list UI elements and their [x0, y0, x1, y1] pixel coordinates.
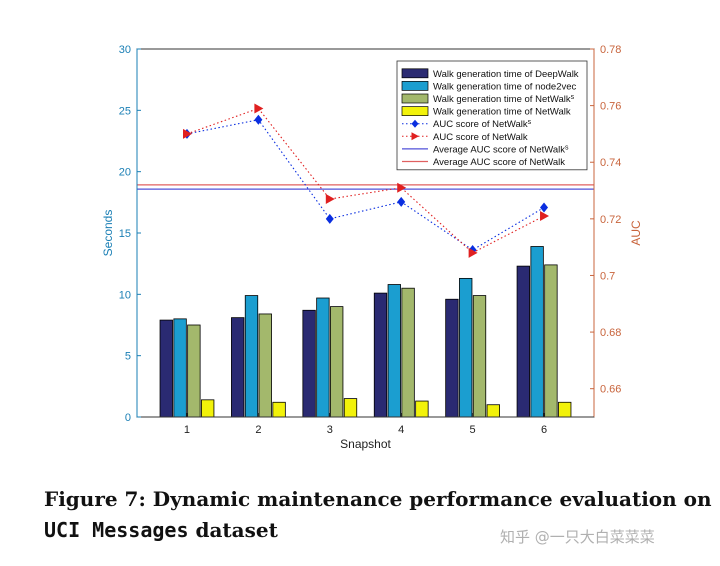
legend-label: AUC score of NetWalk: [433, 132, 528, 143]
auc-point: [254, 114, 263, 125]
bar: [231, 317, 245, 418]
y-tick-label: 0: [125, 412, 131, 424]
auc-point: [397, 196, 406, 207]
chart: 0510152025300.660.680.70.720.740.760.781…: [101, 44, 643, 451]
auc-point: [468, 247, 478, 258]
y-tick-label: 5: [125, 351, 131, 363]
y-tick-label: 30: [119, 44, 131, 56]
bar: [544, 264, 558, 418]
x-tick-label: 1: [184, 424, 190, 436]
y-tick-label: 20: [119, 167, 131, 179]
bar: [173, 318, 187, 418]
auc-line: [186, 107, 545, 254]
auc-point: [182, 128, 192, 139]
x-tick-label: 5: [470, 424, 476, 436]
y-tick-label: 25: [119, 105, 131, 117]
y2-tick-label: 0.7: [600, 270, 615, 282]
legend-label: AUC score of NetWalks: [433, 119, 532, 131]
bar: [472, 295, 487, 418]
bar: [244, 295, 259, 418]
legend-box: [396, 60, 588, 171]
x-tick-label: 2: [255, 424, 261, 436]
bar: [415, 400, 429, 418]
auc-point: [254, 103, 264, 114]
bar: [187, 324, 201, 418]
legend-label: Walk generation time of NetWalk: [433, 107, 571, 118]
y2-tick-label: 0.68: [600, 327, 621, 339]
legend-label: Average AUC score of NetWalks: [433, 144, 569, 156]
auc-point: [397, 182, 407, 193]
y2-tick-label: 0.78: [600, 44, 621, 56]
bar: [159, 319, 173, 418]
bar: [302, 309, 316, 418]
bar: [516, 265, 530, 418]
legend-swatch: [401, 81, 429, 91]
average-lines: [137, 184, 594, 190]
watermark: 知乎 @一只大白菜菜菜: [500, 528, 655, 546]
figure-caption: Figure 7: Dynamic maintenance performanc…: [44, 484, 714, 546]
auc-lines: [182, 103, 550, 258]
x-axis-label: Snapshot: [340, 437, 391, 451]
caption-dataset: UCI Messages: [44, 518, 189, 542]
caption-suffix: dataset: [188, 518, 278, 542]
legend-swatch: [401, 106, 429, 116]
y-axis-label: Seconds: [101, 210, 115, 257]
x-tick-label: 6: [541, 424, 547, 436]
legend-label: Walk generation time of node2vec: [433, 81, 577, 92]
bar: [459, 277, 473, 418]
auc-point: [325, 213, 334, 224]
bar: [530, 246, 544, 418]
y-tick-label: 15: [119, 228, 131, 240]
axes: 0510152025300.660.680.70.720.740.760.781…: [101, 44, 643, 451]
legend-marker: [411, 119, 419, 128]
y-tick-label: 10: [119, 289, 131, 301]
bar: [201, 399, 215, 418]
bar: [401, 287, 415, 418]
bar: [258, 313, 272, 418]
legend-label: Walk generation time of DeepWalk: [433, 69, 579, 80]
bar: [445, 298, 459, 418]
y2-tick-label: 0.72: [600, 214, 621, 226]
bar: [486, 404, 500, 418]
x-tick-label: 3: [327, 424, 333, 436]
legend-label: Walk generation time of NetWalks: [433, 94, 575, 106]
bar: [387, 284, 401, 418]
auc-line: [186, 119, 545, 251]
bar: [373, 292, 388, 418]
x-tick-label: 4: [398, 424, 404, 436]
bar: [316, 297, 330, 418]
y2-tick-label: 0.76: [600, 101, 621, 113]
y2-axis-label: AUC: [629, 220, 643, 246]
auc-point: [540, 202, 549, 213]
y2-tick-label: 0.66: [600, 384, 621, 396]
bar: [272, 401, 286, 418]
bar: [343, 398, 358, 418]
auc-point: [325, 194, 335, 205]
y2-tick-label: 0.74: [600, 157, 621, 169]
caption-prefix: Figure 7: Dynamic maintenance performanc…: [44, 487, 712, 511]
legend-marker: [411, 132, 419, 141]
legend-swatch: [401, 68, 429, 79]
bar: [330, 306, 344, 418]
auc-point: [540, 211, 550, 222]
legend-label: Average AUC score of NetWalk: [433, 157, 565, 168]
legend-swatch: [401, 93, 429, 104]
bar: [558, 401, 572, 418]
bars: [159, 246, 572, 418]
